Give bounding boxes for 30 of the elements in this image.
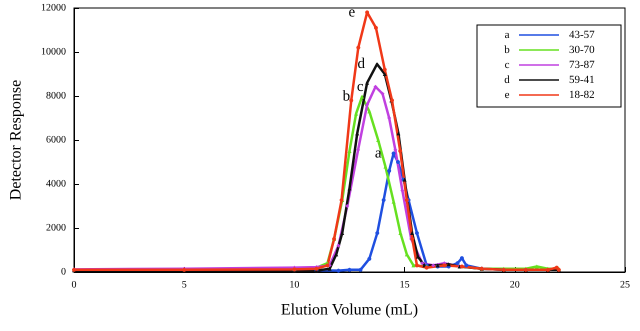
x-tick-label: 25 [620,280,630,290]
text: c [356,78,364,95]
annotation: a [504,29,510,41]
legend-label: 59-41 [569,74,595,86]
y-axis-title: Detector Response [8,80,24,200]
y-tick-label: 8000 [46,90,66,102]
x-tick-label: 15 [400,280,410,290]
legend-label: 43-57 [569,29,596,41]
annotation: b [504,44,510,56]
annotation: c [504,59,510,71]
text: a [374,145,382,162]
y-tick-label: 12000 [41,2,66,14]
x-tick-label: 0 [72,280,76,290]
x-tick-label: 10 [289,280,300,290]
x-axis-title: Elution Volume (mL) [280,302,418,318]
text: d [358,56,366,72]
legend-label: 18-82 [569,89,595,101]
y-tick-label: 10000 [41,46,66,58]
y-tick-label: 0 [61,266,66,278]
text: e [348,4,356,20]
y-tick-label: 4000 [46,178,66,190]
legend-label: 30-70 [569,44,596,56]
annotation: e [504,89,510,101]
legend-label: 73-87 [569,59,596,71]
x-tick-label: 20 [510,280,520,290]
annotation: d [504,74,510,86]
y-tick-label: 6000 [46,134,66,146]
x-tick-label: 5 [182,280,187,290]
y-tick-label: 2000 [46,222,66,234]
text: b [342,88,350,105]
